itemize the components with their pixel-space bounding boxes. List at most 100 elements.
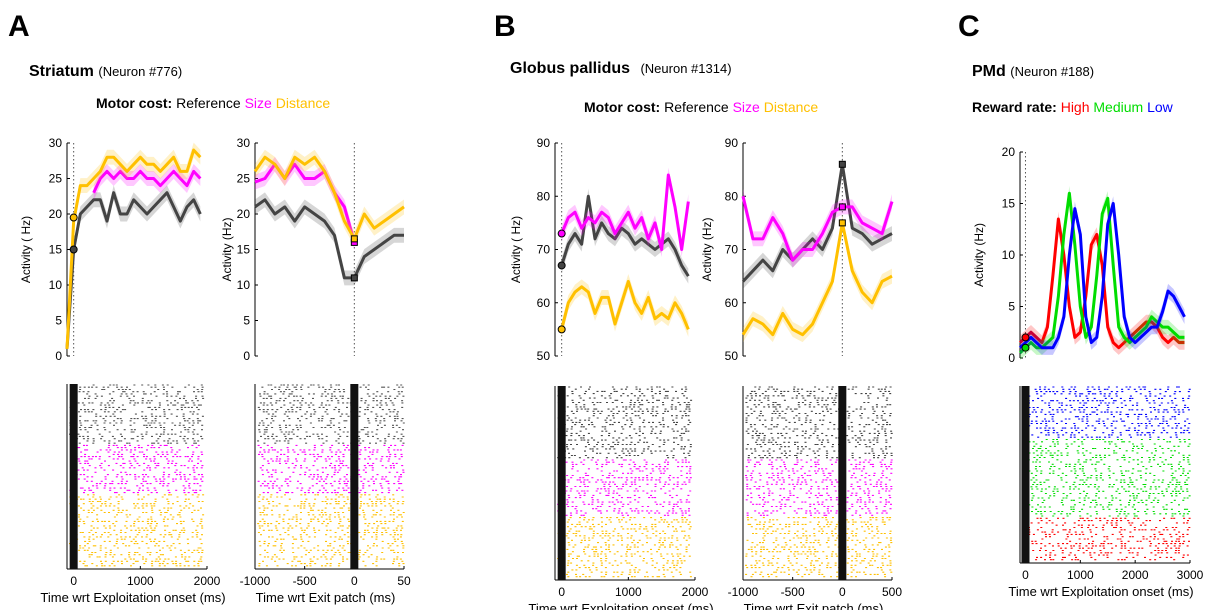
event-marker xyxy=(350,235,358,243)
y-tick-label: 10 xyxy=(237,278,251,292)
neuron-id: (Neuron #776) xyxy=(98,64,183,79)
y-tick-label: 25 xyxy=(237,172,251,186)
series-error-band xyxy=(67,185,201,357)
raster-band xyxy=(1022,386,1191,438)
legend-item-distance: Distance xyxy=(275,95,331,111)
y-tick-label: 0 xyxy=(55,349,62,363)
y-tick-label: 70 xyxy=(537,243,551,257)
chart-B1: 50 60 70 80 90 Activity ( Hz) xyxy=(509,136,690,363)
raster-A1r: 0 1000 2000 Time wrt Exploitation onset (ms… xyxy=(40,384,226,605)
x-tick-label: 50 xyxy=(397,574,411,588)
y-axis-label: Activity ( Hz) xyxy=(509,216,523,283)
legend-item-size: Size xyxy=(732,99,760,115)
y-tick-label: 20 xyxy=(237,207,251,221)
x-tick-label: 0 xyxy=(1022,568,1029,582)
raster-band xyxy=(257,384,405,444)
y-axis-label: Activity (Hz) xyxy=(220,218,234,282)
legend-item-reference: Reference xyxy=(664,99,729,115)
legend-item-medium: Medium xyxy=(1093,99,1144,115)
y-tick-label: 60 xyxy=(725,296,739,310)
x-axis-label: Time wrt Exit patch (ms) xyxy=(256,590,396,605)
series-line xyxy=(65,191,202,350)
series-error-band xyxy=(67,142,201,357)
raster-C1r: 0 1000 2000 3000 Time wrt Exploitation onset… xyxy=(1008,386,1204,599)
y-tick-label: 5 xyxy=(55,314,62,328)
x-tick-label: -500 xyxy=(293,574,317,588)
y-tick-label: 15 xyxy=(237,243,251,257)
series-error-band xyxy=(561,273,689,337)
legend-item-reference: Reference xyxy=(176,95,241,111)
x-tick-label: 1000 xyxy=(127,574,154,588)
event-marker xyxy=(838,160,846,168)
event-marker xyxy=(557,325,566,334)
x-axis-label: Time wrt Exploitation onset (ms) xyxy=(1008,584,1193,599)
raster-band xyxy=(257,494,405,567)
event-alignment-column xyxy=(350,384,359,569)
raster-band xyxy=(1022,517,1191,561)
raster-band xyxy=(745,517,893,578)
event-marker xyxy=(69,213,78,222)
panel-letter-b: B xyxy=(494,10,516,43)
panel-b-title: Globus pallidus (Neuron #1314) xyxy=(510,60,732,78)
raster-band xyxy=(557,386,693,459)
raster-band xyxy=(257,444,405,494)
raster-band xyxy=(557,517,692,578)
event-marker xyxy=(557,229,566,238)
x-axis-label: Time wrt Exploitation onset (ms) xyxy=(528,601,713,610)
y-axis-label: Activity ( Hz) xyxy=(19,216,33,283)
panel-a-legend: Motor cost: Reference Size Distance xyxy=(96,95,330,111)
x-tick-label: 2000 xyxy=(1122,568,1149,582)
x-tick-label: 0 xyxy=(70,574,77,588)
series-line xyxy=(65,148,202,349)
y-tick-label: 0 xyxy=(1008,351,1015,365)
raster-band xyxy=(69,494,205,567)
y-tick-label: 30 xyxy=(237,136,251,150)
series-error-band xyxy=(255,192,404,286)
y-tick-label: 60 xyxy=(537,296,551,310)
y-tick-label: 10 xyxy=(49,278,63,292)
x-tick-label: -500 xyxy=(781,585,805,599)
raster-B2r: -1000 -500 0 500 Time wrt Exit patch (ms) xyxy=(728,386,902,610)
panel-a-title: Striatum (Neuron #776) xyxy=(29,63,182,81)
event-marker xyxy=(1021,343,1030,352)
panel-b-legend: Motor cost: Reference Size Distance xyxy=(584,99,818,115)
event-marker xyxy=(1021,333,1030,342)
legend-item-distance: Distance xyxy=(763,99,819,115)
raster-band xyxy=(69,384,205,444)
legend-item-low: Low xyxy=(1147,99,1173,115)
x-tick-label: -1000 xyxy=(240,574,271,588)
x-axis-label: Time wrt Exit patch (ms) xyxy=(744,601,884,610)
y-tick-label: 15 xyxy=(49,243,63,257)
legend-item-size: Size xyxy=(244,95,272,111)
x-tick-label: 0 xyxy=(558,585,565,599)
panel-letter-c: C xyxy=(958,10,980,43)
series-error-band xyxy=(561,188,689,284)
x-tick-label: -1000 xyxy=(728,585,759,599)
y-tick-label: 90 xyxy=(537,136,551,150)
series-line xyxy=(253,155,405,241)
y-tick-label: 50 xyxy=(725,349,739,363)
y-tick-label: 20 xyxy=(49,207,63,221)
x-tick-label: 1000 xyxy=(1067,568,1094,582)
series-line xyxy=(560,173,690,251)
legend-item-high: High xyxy=(1060,99,1090,115)
x-tick-label: 3000 xyxy=(1177,568,1204,582)
series-line xyxy=(560,279,690,330)
x-tick-label: 500 xyxy=(882,585,902,599)
y-axis-label: Activity (Hz) xyxy=(972,223,986,287)
legend-prefix: Reward rate: xyxy=(972,99,1057,115)
x-tick-label: 0 xyxy=(351,574,358,588)
raster-band xyxy=(1022,438,1191,517)
y-tick-label: 30 xyxy=(49,136,63,150)
event-marker xyxy=(69,245,78,254)
raster-band xyxy=(69,444,204,494)
series-error-band xyxy=(255,149,404,247)
region-name: PMd xyxy=(972,63,1006,80)
raster-B1r: 0 1000 2000 Time wrt Exploitation onset (ms… xyxy=(528,386,714,610)
series-line xyxy=(254,162,356,243)
x-tick-label: 1000 xyxy=(615,585,642,599)
y-tick-label: 80 xyxy=(725,189,739,203)
y-tick-label: 20 xyxy=(1002,145,1016,159)
chart-A2: 0 5 10 15 20 25 30 Activity (Hz) xyxy=(220,136,405,363)
